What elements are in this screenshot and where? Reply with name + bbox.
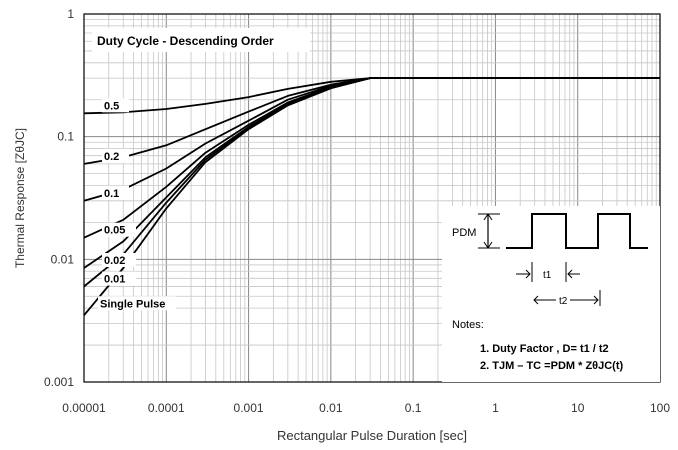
series-label: 0.1: [104, 188, 119, 200]
series-label: 0.2: [104, 151, 119, 163]
x-tick-label: 0.001: [234, 401, 264, 415]
t2-label: t2: [559, 296, 568, 307]
note-2: 2. TJM – TC =PDM * ZθJC(t): [480, 360, 623, 372]
series-label-bg: [102, 222, 136, 237]
inset-box: [442, 206, 660, 382]
series-labels: 0.5 0.2 0.1 0.05 0.02 0.01 Single Pulse: [98, 98, 176, 311]
notes-title: Notes:: [452, 319, 484, 331]
pdm-arrowheads: [483, 213, 493, 249]
series-label-bg: [102, 98, 129, 113]
series-label: 0.02: [104, 255, 125, 267]
series-label-bg: [98, 296, 176, 311]
x-tick-label: 100: [650, 401, 670, 415]
pulse-waveform: [506, 213, 648, 249]
series-label: 0.05: [104, 225, 125, 237]
notes-inset: PDM t1 t2 Notes: 1. Duty Factor , D= t1 …: [442, 206, 660, 382]
legend-title-box: [92, 28, 310, 52]
series-group: [83, 77, 660, 316]
series-line: [83, 77, 660, 316]
y-tick-label: 0.1: [57, 130, 74, 144]
y-tick-label: 1: [67, 7, 74, 21]
pdm-label: PDM: [452, 227, 476, 239]
series-label-bg: [102, 271, 136, 286]
x-tick-label: 10: [571, 401, 585, 415]
t1-label: t1: [543, 270, 552, 281]
t2-label-bg: [556, 292, 570, 306]
x-tick-label: 0.00001: [62, 401, 106, 415]
series-label-bg: [102, 148, 129, 163]
x-axis-label: Rectangular Pulse Duration [sec]: [277, 428, 467, 443]
y-axis-label: Thermal Response [ZθJC]: [13, 128, 27, 268]
x-tick-label: 0.0001: [148, 401, 185, 415]
t1-arrows: [516, 269, 580, 279]
series-label: Single Pulse: [100, 298, 165, 310]
series-label: 0.5: [104, 100, 119, 112]
plot-frame: [83, 13, 661, 383]
legend-title: Duty Cycle - Descending Order: [97, 34, 274, 48]
x-tick-labels: 0.00001 0.0001 0.001 0.01 0.1 1 10 100: [62, 401, 670, 415]
series-label: 0.01: [104, 274, 125, 286]
x-tick-label: 1: [492, 401, 499, 415]
y-tick-labels: 0.001 0.01 0.1 1: [44, 7, 74, 389]
series-label-bg: [102, 252, 136, 267]
note-1: 1. Duty Factor , D= t1 / t2: [480, 343, 609, 355]
x-tick-label: 0.1: [405, 401, 422, 415]
series-label-bg: [102, 185, 129, 200]
y-tick-label: 0.01: [51, 252, 75, 266]
x-tick-label: 0.01: [319, 401, 343, 415]
y-tick-label: 0.001: [44, 375, 74, 389]
